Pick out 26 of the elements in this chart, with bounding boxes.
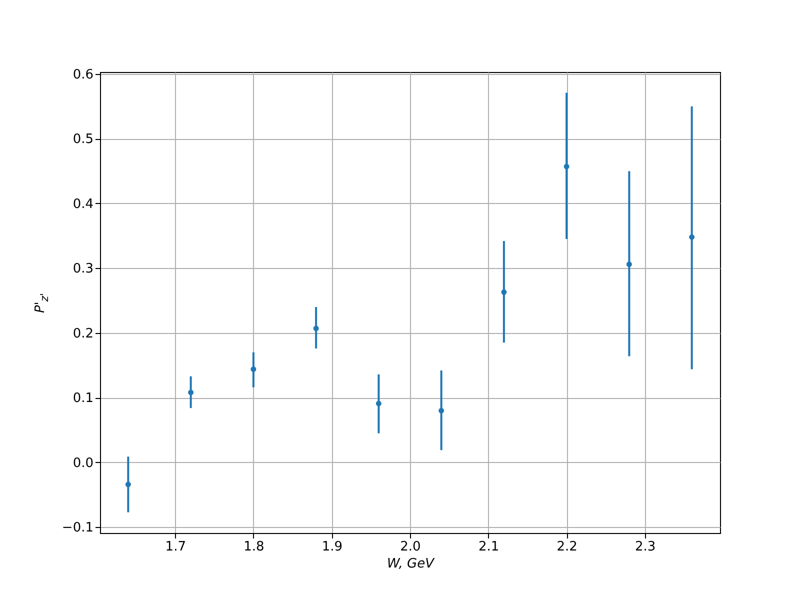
point <box>188 390 194 396</box>
point <box>689 234 695 240</box>
x-tick-label: 2.1 <box>478 540 500 554</box>
point <box>564 164 570 170</box>
y-tick-label: 0.0 <box>72 456 94 471</box>
x-tick-label: 2.3 <box>635 540 656 554</box>
y-tick-label: 0.2 <box>72 326 94 342</box>
point <box>501 289 507 295</box>
y-tick-label: −0.1 <box>62 520 94 536</box>
x-tick-label: 2.2 <box>556 540 578 554</box>
y-tick-label: 0.3 <box>72 262 94 277</box>
point <box>250 366 256 372</box>
y-tick-label: 0.5 <box>72 132 94 148</box>
point <box>438 408 444 414</box>
x-tick-label: 1.8 <box>244 540 264 554</box>
x-axis-title: W, GeV <box>386 556 436 572</box>
x-tick-label: 1.9 <box>322 540 343 554</box>
point <box>376 400 382 406</box>
y-tick-label: 0.6 <box>72 67 94 82</box>
x-tick-label: 2.0 <box>400 540 421 554</box>
point <box>125 482 131 488</box>
x-tick-label: 1.7 <box>165 540 186 554</box>
point <box>313 326 319 332</box>
point <box>626 262 632 268</box>
y-tick-label: 0.1 <box>72 391 94 406</box>
y-tick-label: 0.4 <box>72 196 94 212</box>
